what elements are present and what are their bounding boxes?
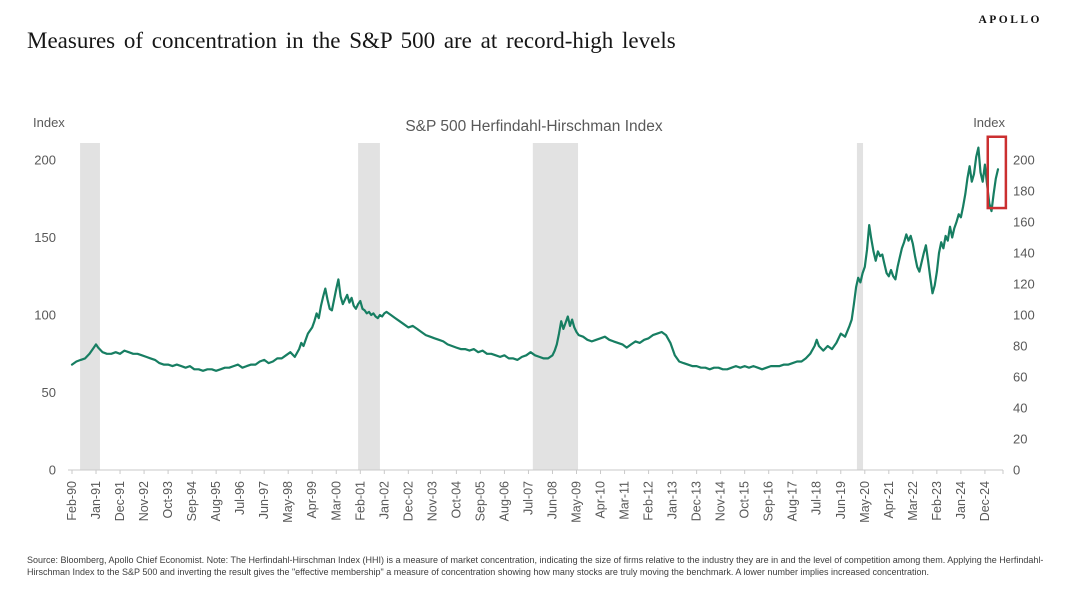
x-tick-label: Apr-21 [882, 481, 896, 519]
recession-band [80, 143, 100, 470]
x-tick-label: Nov-14 [714, 481, 728, 521]
x-tick-label: Jul-07 [521, 481, 535, 515]
x-tick-label: Dec-91 [113, 481, 127, 521]
x-tick-label: Feb-12 [642, 481, 656, 521]
x-tick-label: Jan-24 [954, 481, 968, 519]
right-axis-unit-label: Index [973, 115, 1005, 130]
source-note: Source: Bloomberg, Apollo Chief Economis… [27, 555, 1044, 577]
right-y-tick-label: 120 [1013, 277, 1035, 292]
left-y-tick-label: 0 [49, 463, 56, 478]
x-tick-label: Dec-13 [690, 481, 704, 521]
left-y-tick-label: 50 [42, 385, 56, 400]
recession-band [856, 143, 864, 470]
x-tick-label: Oct-04 [449, 481, 463, 519]
x-tick-label: Aug-95 [209, 481, 223, 521]
x-tick-label: Nov-92 [137, 481, 151, 521]
right-y-tick-label: 60 [1013, 370, 1027, 385]
x-tick-label: Sep-05 [473, 481, 487, 521]
x-tick-label: Jan-02 [377, 481, 391, 519]
left-y-tick-label: 100 [34, 308, 56, 323]
right-y-tick-label: 20 [1013, 432, 1027, 447]
chart-title: S&P 500 Herfindahl-Hirschman Index [405, 118, 663, 135]
x-tick-label: Sep-16 [762, 481, 776, 521]
right-y-tick-label: 80 [1013, 339, 1027, 354]
right-y-tick-label: 180 [1013, 184, 1035, 199]
x-tick-label: Jun-19 [834, 481, 848, 519]
x-tick-label: Feb-90 [65, 481, 79, 521]
x-tick-label: Jun-97 [257, 481, 271, 519]
x-tick-label: Aug-06 [497, 481, 511, 521]
hhi-line-series [70, 146, 1000, 372]
page-title: Measures of concentration in the S&P 500… [27, 28, 676, 53]
x-tick-label: May-20 [858, 481, 872, 523]
x-tick-label: Jan-13 [666, 481, 680, 519]
x-tick-label: May-09 [570, 481, 584, 523]
right-y-tick-label: 160 [1013, 215, 1035, 230]
x-tick-label: Mar-00 [329, 481, 343, 521]
right-y-tick-label: 140 [1013, 246, 1035, 261]
x-tick-label: Jun-08 [545, 481, 559, 519]
x-tick-label: Feb-01 [353, 481, 367, 521]
x-tick-label: Oct-15 [738, 481, 752, 519]
x-tick-label: Aug-17 [786, 481, 800, 521]
recession-band [358, 143, 380, 470]
x-tick-label: Mar-11 [618, 481, 632, 520]
x-tick-label: Jul-96 [233, 481, 247, 515]
x-tick-label: May-98 [281, 481, 295, 523]
x-tick-label: Apr-10 [594, 481, 608, 519]
left-y-tick-label: 200 [34, 153, 56, 168]
x-tick-label: Apr-99 [305, 481, 319, 519]
x-tick-label: Jul-18 [810, 481, 824, 515]
left-axis-unit-label: Index [33, 115, 65, 130]
x-tick-label: Dec-02 [401, 481, 415, 521]
x-tick-label: Mar-22 [906, 481, 920, 521]
right-y-tick-label: 0 [1013, 463, 1020, 478]
right-y-tick-label: 100 [1013, 308, 1035, 323]
left-y-tick-label: 150 [34, 230, 56, 245]
x-tick-label: Jan-91 [89, 481, 103, 519]
x-tick-label: Dec-24 [978, 481, 992, 521]
right-y-tick-label: 40 [1013, 401, 1027, 416]
recession-band [532, 143, 579, 470]
x-tick-label: Sep-94 [185, 481, 199, 521]
apollo-logo: APOLLO [978, 14, 1042, 26]
x-tick-label: Oct-93 [161, 481, 175, 519]
right-y-tick-label: 200 [1013, 153, 1035, 168]
x-tick-label: Nov-03 [425, 481, 439, 521]
record-high-annotation-box [986, 135, 1008, 210]
x-tick-label: Feb-23 [930, 481, 944, 521]
